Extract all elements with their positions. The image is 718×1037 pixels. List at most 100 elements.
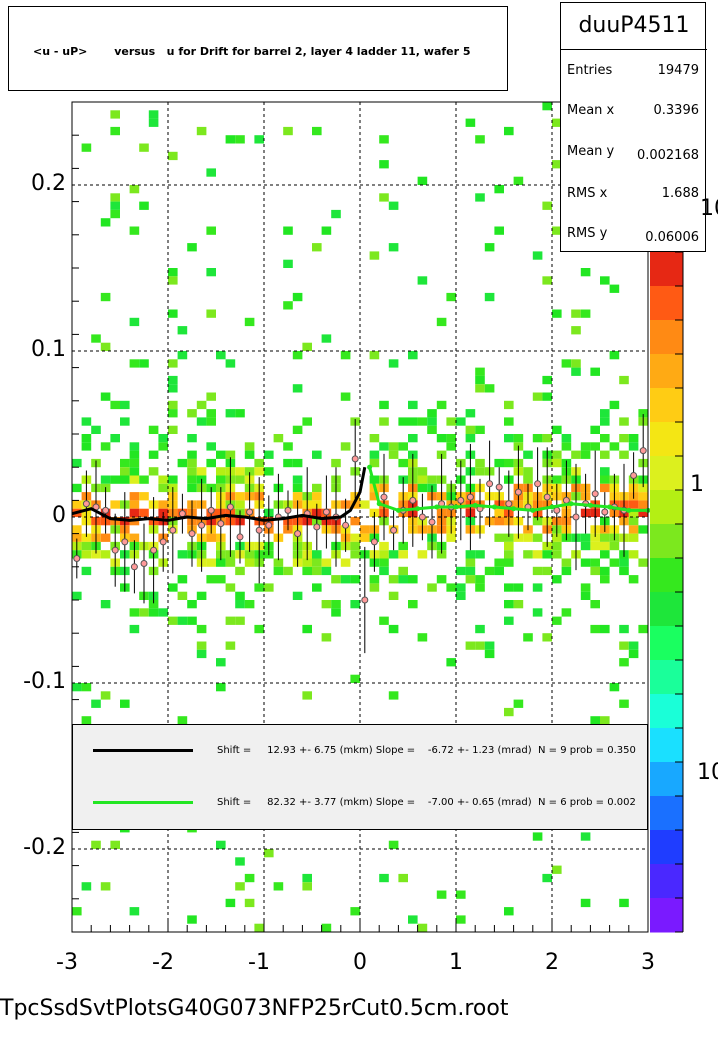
histogram-cell	[168, 268, 178, 277]
histogram-cell	[571, 450, 581, 459]
histogram-cell	[398, 873, 408, 883]
histogram-cell	[628, 434, 639, 443]
histogram-cell	[177, 458, 188, 468]
histogram-cell	[590, 624, 600, 634]
x-tick-label: 2	[545, 950, 559, 975]
histogram-cell	[446, 658, 456, 667]
histogram-cell	[148, 110, 159, 119]
profile-point	[630, 472, 638, 479]
histogram-cell	[638, 500, 648, 509]
histogram-cell	[417, 176, 428, 185]
histogram-cell	[72, 500, 82, 509]
histogram-cell	[91, 550, 101, 559]
histogram-cell	[398, 541, 408, 551]
y-tick-label: 0.2	[31, 171, 66, 196]
histogram-cell	[196, 400, 207, 410]
histogram-cell	[312, 483, 322, 493]
histogram-cell	[369, 575, 380, 584]
histogram-cell	[292, 292, 303, 302]
histogram-cell	[129, 458, 140, 468]
histogram-cell	[81, 882, 92, 891]
histogram-cell	[292, 384, 303, 393]
histogram-cell	[542, 201, 552, 210]
histogram-cell	[216, 658, 226, 667]
fit-green-marker	[376, 501, 382, 507]
histogram-cell	[129, 533, 140, 542]
histogram-cell	[235, 492, 245, 501]
histogram-cell	[225, 898, 236, 908]
histogram-cell	[408, 434, 418, 443]
histogram-cell	[206, 442, 216, 451]
histogram-cell	[571, 367, 581, 376]
histogram-cell	[590, 558, 600, 567]
histogram-cell	[158, 608, 168, 617]
histogram-cell	[532, 434, 543, 443]
histogram-cell	[225, 135, 236, 144]
histogram-cell	[139, 143, 149, 152]
stats-label: Entries	[567, 63, 613, 78]
histogram-cell	[283, 126, 293, 136]
histogram-cell	[638, 492, 648, 501]
histogram-cell	[235, 882, 245, 891]
histogram-cell	[523, 467, 533, 476]
histogram-cell	[523, 533, 533, 542]
histogram-cell	[388, 442, 399, 451]
histogram-cell	[513, 176, 524, 185]
stats-name: duuP4511	[578, 13, 690, 38]
histogram-cell	[628, 525, 639, 534]
histogram-cell	[590, 425, 600, 434]
histogram-cell	[100, 342, 111, 351]
histogram-cell	[561, 442, 572, 451]
histogram-cell	[580, 450, 591, 459]
histogram-cell	[552, 226, 562, 235]
histogram-cell	[292, 475, 303, 484]
histogram-cell	[321, 923, 332, 932]
histogram-cell	[264, 450, 274, 459]
histogram-cell	[436, 575, 447, 584]
histogram-cell	[619, 375, 629, 385]
histogram-cell	[148, 608, 159, 617]
histogram-cell	[206, 458, 216, 468]
histogram-cell	[350, 907, 360, 916]
histogram-cell	[600, 483, 610, 493]
histogram-cell	[561, 566, 572, 576]
histogram-cell	[81, 541, 92, 551]
histogram-cell	[254, 624, 264, 634]
histogram-cell	[312, 558, 322, 567]
histogram-cell	[110, 434, 120, 443]
legend-text-black: Shift = 12.93 +- 6.75 (mkm) Slope = -6.7…	[217, 745, 636, 756]
palette-swatch	[650, 694, 683, 729]
histogram-cell	[225, 583, 236, 592]
histogram-cell	[590, 533, 600, 542]
histogram-cell	[609, 400, 620, 410]
histogram-cell	[638, 508, 648, 517]
histogram-cell	[168, 583, 178, 592]
histogram-cell	[379, 193, 389, 202]
x-tick-label: -3	[56, 950, 78, 975]
histogram-cell	[254, 458, 264, 468]
histogram-cell	[628, 517, 639, 526]
histogram-cell	[312, 583, 322, 592]
profile-point	[418, 513, 426, 521]
histogram-cell	[206, 268, 216, 277]
profile-point	[428, 518, 436, 526]
x-tick-label: 0	[353, 950, 367, 975]
profile-point	[409, 496, 417, 504]
histogram-cell	[580, 533, 591, 542]
histogram-cell	[484, 292, 495, 302]
histogram-cell	[619, 417, 629, 426]
profile-point	[457, 496, 465, 504]
histogram-cell	[129, 317, 140, 327]
histogram-cell	[91, 840, 101, 849]
histogram-cell	[628, 649, 639, 659]
histogram-cell	[81, 533, 92, 542]
histogram-cell	[561, 558, 572, 567]
fit-green-marker	[491, 504, 497, 510]
histogram-cell	[254, 467, 264, 476]
histogram-cell	[427, 425, 437, 434]
histogram-cell	[331, 600, 341, 609]
histogram-cell	[72, 458, 82, 468]
histogram-cell	[244, 600, 255, 609]
histogram-cell	[580, 268, 591, 277]
histogram-cell	[417, 417, 428, 426]
